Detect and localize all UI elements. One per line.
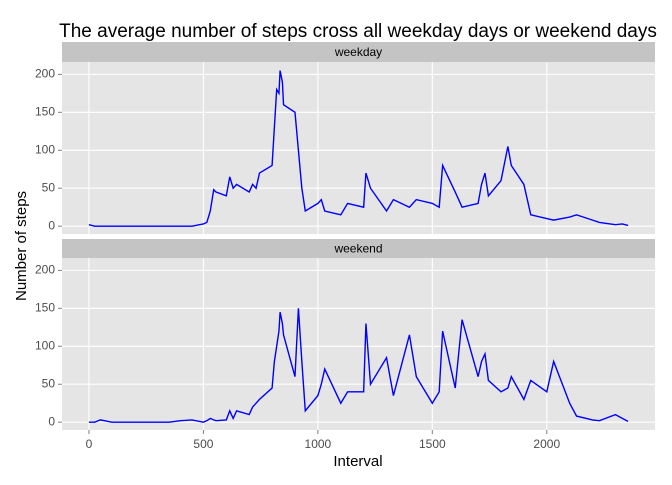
y-tick-label: 200 [35, 263, 55, 277]
y-tick-label: 50 [42, 376, 56, 390]
y-tick-label: 150 [35, 104, 55, 118]
strip [62, 42, 655, 62]
x-tick-label: 1000 [305, 437, 332, 451]
strip [62, 239, 655, 258]
chart-title: The average number of steps cross all we… [59, 21, 657, 42]
x-axis-label: Interval [333, 453, 382, 470]
strip-label: weekend [333, 242, 382, 256]
data-line [88, 308, 629, 423]
y-tick-label: 100 [35, 338, 55, 352]
y-tick-label: 200 [35, 67, 55, 81]
panel-background [62, 62, 655, 234]
data-line [88, 70, 629, 227]
strip-label: weekday [334, 45, 382, 59]
x-tick-label: 2000 [533, 437, 560, 451]
y-tick-label: 150 [35, 300, 55, 314]
x-tick-label: 500 [193, 437, 213, 451]
y-tick-label: 50 [42, 180, 56, 194]
x-tick-label: 1500 [419, 437, 446, 451]
y-tick-label: 0 [48, 218, 55, 232]
x-tick-label: 0 [86, 437, 93, 451]
y-tick-label: 100 [35, 142, 55, 156]
y-axis-label: Number of steps [13, 191, 30, 301]
panel-background [62, 258, 655, 430]
y-tick-label: 0 [48, 414, 55, 428]
